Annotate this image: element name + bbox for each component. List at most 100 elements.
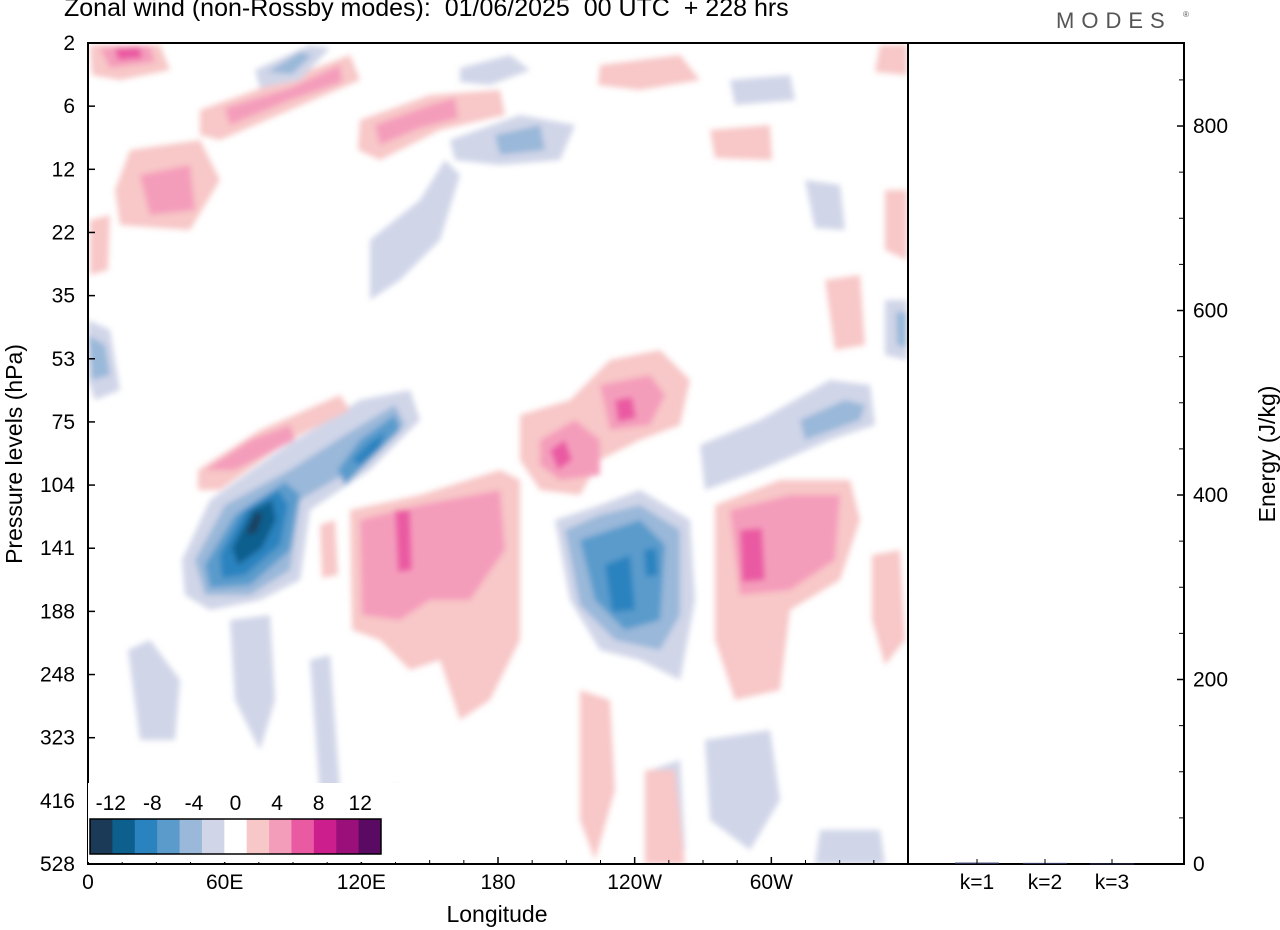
field-positive-region [358,90,505,160]
field-negative-region [268,52,312,74]
energy-axis-title: Energy (J/kg) [1254,386,1280,523]
energy-tick-label: 0 [1193,853,1205,876]
field-negative-region [460,55,530,85]
field-positive-region [580,690,615,860]
field-positive-region [710,125,772,160]
field-negative-region [700,380,875,490]
y-tick-label: 75 [52,411,75,434]
y-tick-label: 528 [40,853,75,876]
colorbar-swatch [358,819,382,854]
y-tick-label: 248 [40,664,75,687]
field-negative-region [310,655,340,795]
field-positive-region [225,65,342,125]
y-tick-label: 12 [52,158,75,181]
heatmap-field [88,45,907,864]
x-tick-label: 180 [480,871,515,894]
y-tick-label: 35 [52,285,75,308]
energy-tick-label: 800 [1193,115,1228,138]
colorbar-swatch [269,819,292,854]
x-tick-label: 120W [607,871,662,894]
energy-tick-label: 600 [1193,300,1228,323]
field-positive-region [375,98,458,145]
y-tick-label: 6 [63,95,75,118]
colorbar-label: -4 [185,792,204,815]
colorbar-swatch [313,819,337,854]
colorbar-swatch [224,819,248,854]
field-negative-region [352,432,385,465]
field-negative-region [815,830,885,864]
field-positive-region [598,55,700,90]
colorbar-swatch [336,819,360,854]
field-negative-region [605,555,635,612]
field-positive-region [740,528,765,582]
field-positive-region [520,350,690,495]
colorbar-swatch [246,819,270,854]
energy-axis: 0 200 400 600 800 [1177,79,1228,876]
energy-tick-label: 200 [1193,669,1228,692]
field-positive-region [205,425,295,470]
field-negative-region [88,335,110,380]
x-axis-title: Longitude [446,901,547,927]
y-tick-label: 104 [40,474,75,497]
field-positive-region [615,397,636,422]
colorbar-swatch [291,819,315,854]
colorbar-label: 8 [313,792,325,815]
field-negative-region [370,160,460,300]
y-tick-label: 188 [40,600,75,623]
field-positive-region [872,550,905,665]
field-positive-region [140,165,195,215]
field-negative-region [705,730,780,850]
y-axis-title: Pressure levels (hPa) [1,344,27,564]
field-positive-region [825,275,865,350]
colorbar: -12 -8 -4 0 4 8 12 [88,783,410,862]
colorbar-frame [89,818,382,855]
y-axis: 2 6 12 22 35 53 75 104 141 188 248 323 416 528 [40,32,95,876]
colorbar-label: 12 [349,792,372,815]
field-negative-region [644,548,658,577]
colorbar-label: 4 [271,792,283,815]
field-negative-region [230,615,275,750]
x-axis: 0 60E 120E 180 120W 60W [82,857,875,894]
y-tick-label: 22 [52,221,75,244]
field-positive-region [875,45,907,75]
energy-bars: k=1 k=2 k=3 [955,859,1134,894]
field-positive-region [90,215,110,275]
x-tick-label: 60E [206,871,243,894]
colorbar-label: -12 [96,792,126,815]
colorbar-swatch [90,819,113,854]
colorbar-label: 0 [230,792,242,815]
brand-logo: MODES [1056,8,1172,33]
field-negative-region [495,125,545,155]
x-tick-label: 120E [337,871,386,894]
field-positive-region [645,770,685,864]
energy-tick-label: 400 [1193,484,1228,507]
colorbar-swatch [134,819,158,854]
bar-category-label: k=1 [960,871,994,894]
colorbar-swatch [179,819,203,854]
x-tick-label: 60W [750,871,793,894]
field-positive-region [395,510,412,572]
y-tick-label: 141 [40,537,75,560]
field-positive-region [320,520,338,578]
field-positive-region [115,47,142,60]
field-negative-region [800,400,865,440]
x-tick-label: 0 [82,871,94,894]
field-positive-region [540,420,600,480]
page-title: Zonal wind (non-Rossby modes): 01/06/202… [64,0,789,22]
field-positive-region [550,440,572,470]
y-tick-label: 416 [40,790,75,813]
bar-category-label: k=2 [1028,871,1062,894]
y-tick-label: 323 [40,727,75,750]
field-negative-region [730,75,795,105]
y-tick-label: 2 [63,32,75,55]
field-negative-region [128,640,180,740]
registered-mark: ® [1183,10,1189,19]
y-tick-label: 53 [52,348,75,371]
colorbar-swatch [112,819,136,854]
bar-panel-frame [907,42,1185,865]
field-negative-region [896,312,907,348]
bar-category-label: k=3 [1095,871,1129,894]
field-negative-region [805,180,845,230]
field-negative-region [246,512,262,535]
